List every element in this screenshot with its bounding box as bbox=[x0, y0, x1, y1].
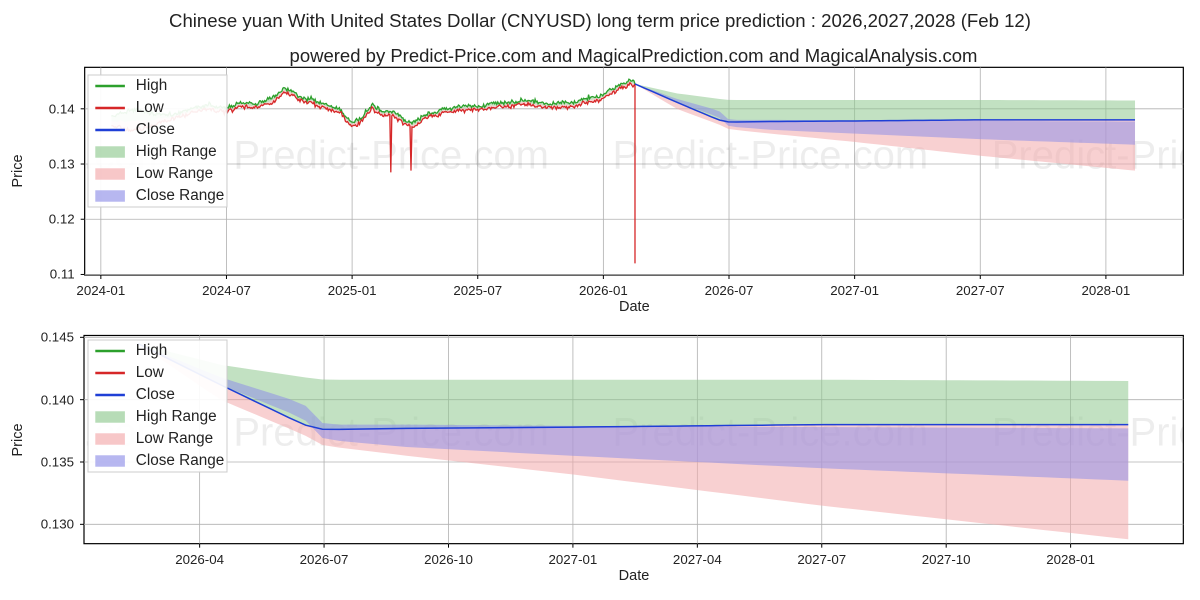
svg-text:High: High bbox=[136, 342, 167, 359]
svg-text:High Range: High Range bbox=[136, 408, 217, 425]
svg-text:Close Range: Close Range bbox=[136, 452, 224, 469]
svg-text:Low: Low bbox=[136, 364, 165, 381]
svg-text:Close Range: Close Range bbox=[136, 187, 224, 204]
svg-text:Low Range: Low Range bbox=[136, 165, 213, 182]
svg-text:Close: Close bbox=[136, 121, 175, 138]
svg-text:High: High bbox=[136, 77, 167, 94]
svg-text:Low Range: Low Range bbox=[136, 430, 213, 447]
svg-text:Low: Low bbox=[136, 99, 165, 116]
svg-text:High Range: High Range bbox=[136, 143, 217, 160]
svg-text:Close: Close bbox=[136, 386, 175, 403]
